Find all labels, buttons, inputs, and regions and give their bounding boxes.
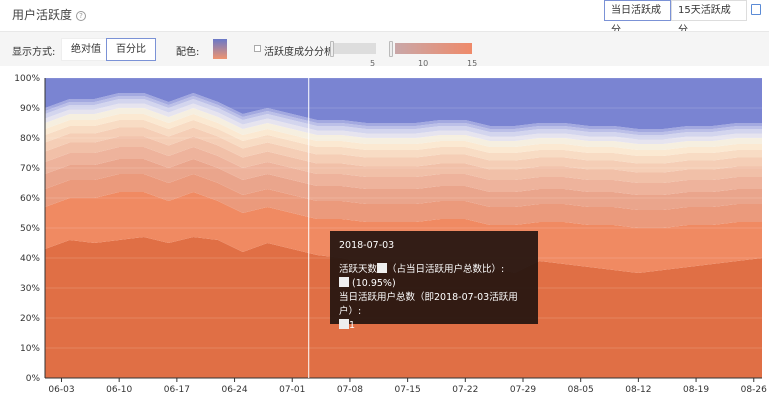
area-series-10[interactable] (45, 108, 762, 150)
tooltip-line: 当日活跃用户总数（即2018-07-03活跃用户）: (339, 292, 518, 317)
analysis-label: 活跃度成分分析 (264, 47, 334, 58)
question-circle-icon[interactable]: ? (76, 11, 87, 21)
slider-handle-right[interactable] (389, 41, 393, 57)
chart-tooltip: 2018-07-03 活跃天数 （占当日活跃用户总数比）: (10.95%) 当日… (330, 231, 538, 331)
y-tick-label: 50% (20, 224, 40, 234)
analysis-checkbox[interactable] (254, 45, 261, 52)
y-tick-label: 100% (14, 74, 40, 84)
y-tick-label: 40% (20, 254, 40, 264)
area-series-6[interactable] (45, 136, 762, 184)
y-tick-label: 70% (20, 164, 40, 174)
area-series-12[interactable] (45, 99, 762, 140)
tooltip-line: 1 (339, 319, 529, 333)
slider-tick: 15 (467, 59, 478, 68)
y-tick-label: 30% (20, 284, 40, 294)
y-tick-label: 90% (20, 104, 40, 114)
display-mode-label: 显示方式: (12, 47, 56, 58)
x-tick-label: 07-22 (452, 385, 478, 395)
x-tick-label: 06-17 (164, 385, 190, 395)
y-tick-label: 10% (20, 344, 40, 354)
x-tick-label: 07-29 (510, 385, 536, 395)
redacted-mask (377, 263, 388, 273)
x-tick-label: 06-03 (48, 385, 74, 395)
x-tick-label: 08-26 (741, 385, 767, 395)
area-series-4[interactable] (45, 159, 762, 210)
toolbar: 显示方式: 绝对值 百分比 配色: 活跃度成分分析 5 10 15 (0, 31, 769, 68)
x-tick-label: 07-08 (337, 385, 363, 395)
y-tick-label: 60% (20, 194, 40, 204)
area-series-8[interactable] (45, 120, 762, 164)
area-series-9[interactable] (45, 114, 762, 156)
export-icon[interactable] (751, 4, 761, 15)
x-tick-label: 08-19 (683, 385, 709, 395)
area-series-5[interactable] (45, 147, 762, 195)
tooltip-date: 2018-07-03 (339, 240, 395, 251)
absolute-value-button[interactable]: 绝对值 (61, 38, 111, 61)
slider-track-left (332, 43, 376, 54)
percentage-button[interactable]: 百分比 (106, 38, 156, 61)
tab-15day-composition[interactable]: 15天活跃成分 (671, 0, 747, 36)
redacted-mask (339, 277, 349, 287)
area-series-13[interactable] (45, 96, 762, 135)
area-series-14[interactable] (45, 93, 762, 132)
title-text: 用户活跃度 (12, 8, 73, 22)
page-title: 用户活跃度? (12, 6, 87, 23)
color-label: 配色: (176, 47, 200, 58)
x-tick-label: 08-12 (625, 385, 651, 395)
slider-handle-left[interactable] (330, 41, 334, 57)
x-tick-label: 08-05 (568, 385, 594, 395)
y-tick-label: 20% (20, 314, 40, 324)
tooltip-line: 活跃天数 （占当日活跃用户总数比）: (339, 263, 505, 275)
slider-tick: 5 (370, 59, 376, 68)
y-tick-label: 80% (20, 134, 40, 144)
x-tick-label: 07-15 (395, 385, 421, 395)
slider-tick: 10 (418, 59, 429, 68)
range-slider[interactable]: 5 10 15 (330, 41, 477, 68)
tab-daily-composition[interactable]: 当日活跃成分 (604, 0, 671, 36)
tooltip-line: (10.95%) (339, 277, 529, 291)
y-tick-label: 0% (26, 374, 41, 384)
color-scheme-picker[interactable] (213, 39, 227, 59)
header: 用户活跃度? 当日活跃成分 15天活跃成分 (0, 0, 769, 36)
area-series-11[interactable] (45, 103, 762, 145)
area-series-3[interactable] (45, 174, 762, 228)
slider-track-right (395, 43, 472, 54)
x-tick-label: 06-24 (221, 385, 247, 395)
redacted-mask (339, 319, 349, 329)
x-tick-label: 07-01 (279, 385, 305, 395)
x-tick-label: 06-10 (106, 385, 132, 395)
area-series-15[interactable] (45, 78, 762, 129)
area-series-7[interactable] (45, 127, 762, 173)
